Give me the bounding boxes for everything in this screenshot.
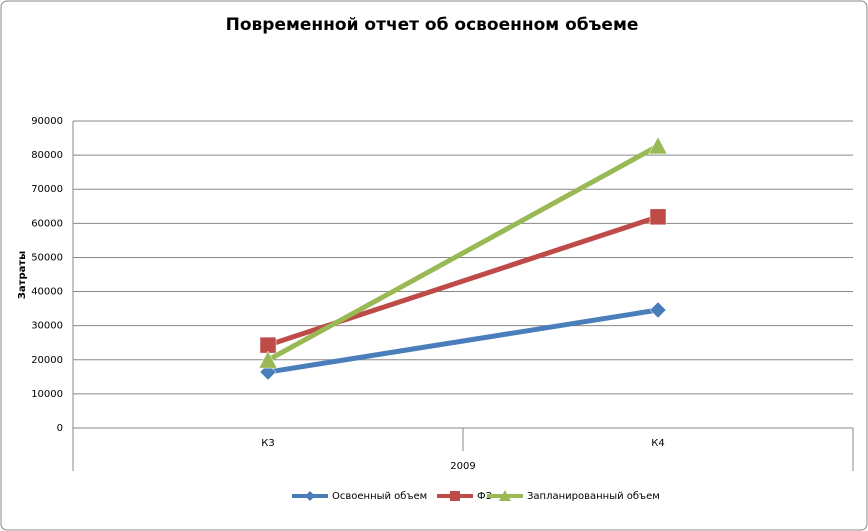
legend-marker <box>450 491 460 501</box>
y-tick-label: 20000 <box>31 355 63 366</box>
y-tick-label: 70000 <box>31 184 63 195</box>
y-tick-label: 30000 <box>31 321 63 332</box>
x-tick-label: К3 <box>261 438 274 449</box>
y-tick-label: 0 <box>57 423 63 434</box>
y-tick-label: 90000 <box>31 116 63 127</box>
y-tick-label: 40000 <box>31 287 63 298</box>
marker <box>649 208 667 226</box>
y-axis-label: Затраты <box>17 251 28 299</box>
legend-label: Освоенный объем <box>332 491 427 502</box>
series-line <box>265 307 661 375</box>
x-group-label: 2009 <box>450 461 475 472</box>
y-tick-label: 80000 <box>31 150 63 161</box>
marker <box>258 350 278 369</box>
series-line <box>265 143 661 363</box>
y-tick-label: 60000 <box>31 218 63 229</box>
legend-label: ФЗ <box>477 491 492 502</box>
marker <box>649 301 667 319</box>
x-tick-label: К4 <box>651 438 664 449</box>
legend-marker <box>499 490 511 501</box>
chart-title: Повременной отчет об освоенном объеме <box>226 15 639 35</box>
y-tick-label: 50000 <box>31 252 63 263</box>
legend-label: Запланированный объем <box>527 491 660 502</box>
y-tick-label: 10000 <box>31 389 63 400</box>
marker <box>648 136 668 155</box>
legend-marker <box>305 491 315 501</box>
